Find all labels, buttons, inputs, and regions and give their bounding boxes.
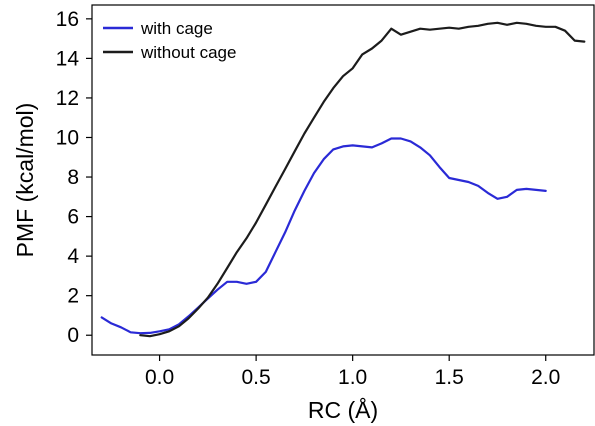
x-tick-label: 0.0 — [145, 366, 174, 389]
y-tick-label: 14 — [56, 47, 80, 70]
series-line-with-cage — [100, 137, 547, 335]
y-tick-label: 6 — [67, 206, 79, 229]
y-tick-label: 10 — [56, 126, 79, 149]
y-tick-label: 8 — [67, 166, 79, 189]
y-tick-label: 16 — [56, 8, 79, 31]
y-axis-ticks: 0 2 4 6 8 10 12 14 16 — [56, 8, 92, 347]
legend-label-with-cage: with cage — [140, 19, 213, 38]
x-tick-label: 1.0 — [338, 366, 367, 389]
y-tick-label: 0 — [67, 324, 79, 347]
legend-label-without-cage: without cage — [140, 43, 236, 62]
y-axis-title: PMF (kcal/mol) — [12, 103, 38, 258]
y-tick-label: 2 — [67, 285, 79, 308]
legend: with cage without cage — [103, 19, 236, 62]
series-line-without-cage — [139, 21, 586, 338]
x-tick-label: 0.5 — [242, 366, 271, 389]
y-tick-label: 12 — [56, 87, 79, 110]
x-tick-label: 1.5 — [435, 366, 464, 389]
series-layer — [100, 21, 586, 338]
y-tick-label: 4 — [67, 245, 79, 268]
plot-frame — [91, 4, 595, 356]
x-tick-label: 2.0 — [531, 366, 560, 389]
x-axis-ticks: 0.0 0.5 1.0 1.5 2.0 — [145, 355, 560, 389]
x-axis-title: RC (Å) — [308, 396, 378, 423]
